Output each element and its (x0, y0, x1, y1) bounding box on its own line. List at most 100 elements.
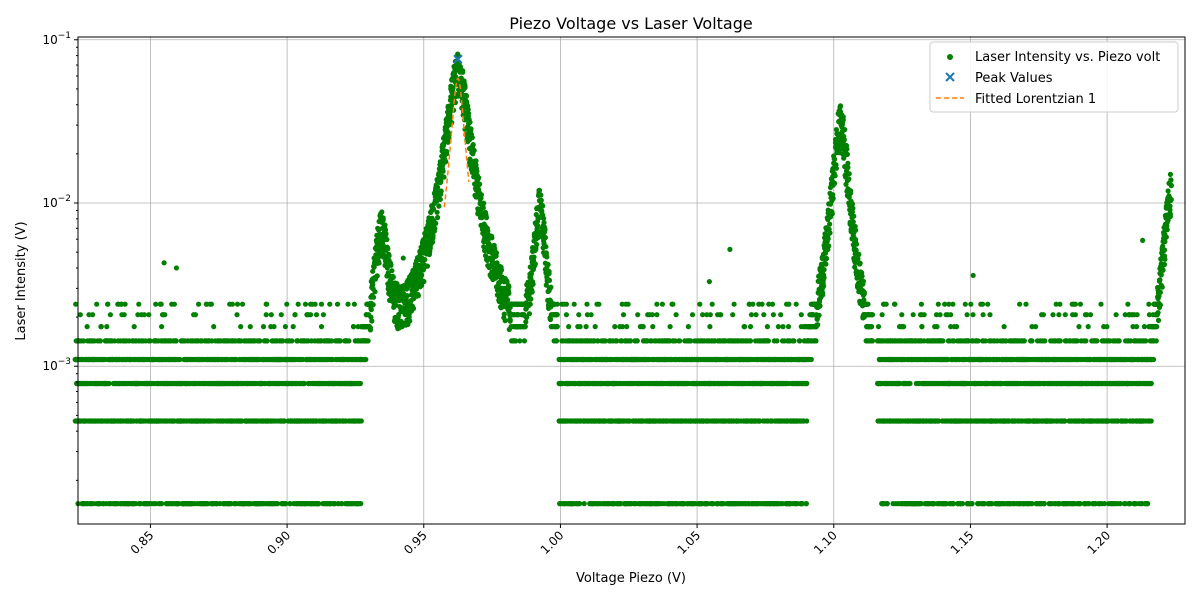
scatter-point (620, 312, 627, 318)
scatter-point (271, 324, 277, 330)
scatter-point (554, 312, 560, 318)
scatter-point (302, 301, 309, 307)
scatter-point (640, 324, 646, 330)
scatter-point (786, 301, 792, 307)
scatter-point (481, 200, 487, 206)
scatter-point (98, 324, 104, 330)
scatter-point (670, 301, 676, 307)
scatter-point (371, 294, 377, 300)
scatter-point (247, 324, 253, 330)
scatter-point (318, 301, 325, 307)
scatter-point (707, 324, 713, 330)
scatter-point (415, 293, 421, 299)
scatter-point (278, 312, 284, 318)
scatter-point (388, 262, 394, 268)
scatter-point (462, 82, 468, 89)
scatter-point (563, 312, 570, 318)
scatter-point (506, 284, 512, 290)
scatter-point (162, 312, 168, 318)
scatter-point (334, 301, 341, 307)
scatter-point (534, 241, 540, 248)
scatter-point (153, 301, 159, 307)
scatter-point (313, 312, 320, 318)
scatter-point (627, 338, 634, 344)
scatter-point (538, 197, 544, 203)
scatter-point (577, 324, 583, 330)
scatter-point (367, 325, 373, 331)
scatter-point (389, 268, 395, 274)
scatter-point (583, 324, 589, 330)
scatter-point (234, 301, 241, 307)
scatter-point (588, 312, 594, 318)
scatter-point (820, 292, 826, 298)
scatter-point (532, 261, 538, 267)
scatter-point (634, 338, 640, 344)
scatter-point (501, 311, 507, 317)
scatter-point (747, 324, 754, 330)
scatter-point (742, 324, 748, 330)
scatter-point (118, 301, 124, 307)
scatter-point (238, 324, 244, 330)
scatter-point (430, 235, 436, 241)
scatter-point (268, 312, 274, 318)
scatter-point (527, 301, 533, 307)
scatter-point (374, 273, 380, 279)
scatter-point (730, 312, 736, 318)
scatter-point (444, 151, 450, 157)
scatter-point (292, 312, 298, 318)
scatter-point (146, 312, 152, 318)
scatter-point (122, 301, 128, 307)
scatter-point (158, 301, 164, 307)
scatter-point (368, 307, 374, 313)
scatter-point (105, 301, 111, 307)
scatter-point (84, 324, 90, 330)
scatter-point (257, 338, 263, 344)
scatter-point (547, 316, 554, 323)
scatter-point (421, 278, 427, 285)
scatter-point (112, 338, 118, 344)
scatter-point (422, 257, 428, 263)
scatter-point (147, 338, 153, 344)
scatter-point (685, 324, 692, 330)
scatter-point (541, 220, 547, 226)
scatter-point (548, 284, 554, 290)
scatter-point (659, 301, 666, 307)
scatter-point (544, 254, 550, 260)
scatter-point (523, 319, 529, 325)
scatter-point (493, 250, 500, 256)
scatter-point (563, 301, 570, 307)
scatter-point (282, 324, 288, 330)
scatter-point (584, 301, 590, 307)
scatter-point (295, 301, 301, 307)
scatter-point (546, 277, 553, 283)
scatter-point (759, 301, 765, 307)
scatter-point (539, 208, 545, 214)
scatter-point (159, 501, 165, 507)
scatter-point (689, 312, 696, 318)
scatter-point (312, 301, 318, 307)
scatter-point (750, 301, 756, 307)
scatter-point (385, 246, 391, 252)
scatter-point (764, 324, 771, 330)
scatter-point (346, 338, 352, 344)
scatter-point (697, 301, 703, 307)
scatter-point (192, 312, 198, 318)
scatter-point (289, 338, 295, 344)
scatter-point (327, 301, 333, 307)
scatter-point (502, 318, 508, 324)
scatter-point (825, 236, 831, 242)
scatter-point (141, 312, 147, 318)
scatter-point (546, 268, 552, 275)
scatter-point (318, 324, 325, 330)
scatter-point (526, 311, 533, 317)
scatter-point (538, 192, 544, 198)
scatter-point (97, 338, 103, 344)
scatter-point (135, 312, 141, 318)
scatter-point (517, 338, 523, 344)
scatter-point (545, 262, 551, 268)
scatter-point (419, 272, 425, 278)
scatter-point (470, 142, 476, 148)
scatter-point (832, 156, 838, 162)
grid-lines (78, 37, 1185, 524)
scatter-point (468, 126, 474, 132)
